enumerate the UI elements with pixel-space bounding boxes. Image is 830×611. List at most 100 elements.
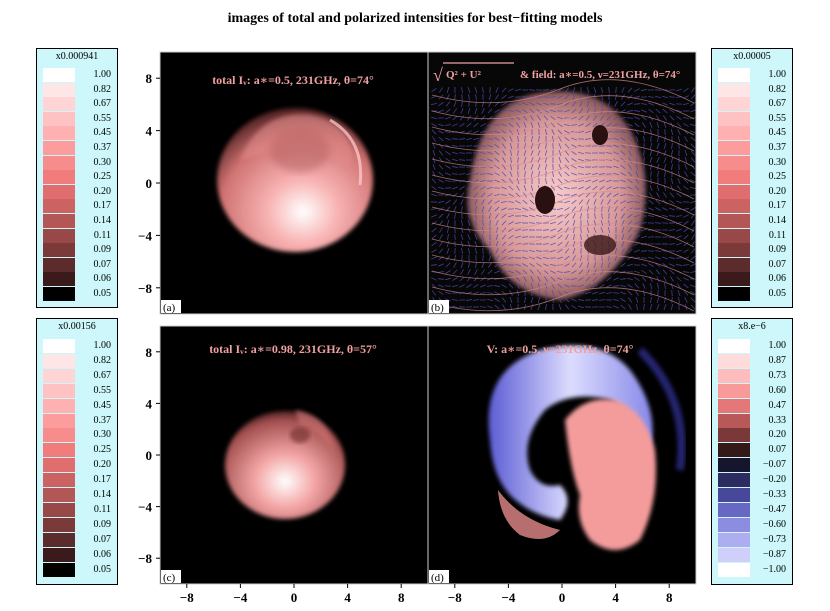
colorbar-row: −1.00 xyxy=(718,562,788,577)
colorbar-level-label: 0.20 xyxy=(768,185,787,197)
colorbar-swatch xyxy=(43,398,75,413)
panel-b-image xyxy=(430,79,696,312)
colorbar-top-left: x0.000941 1.00 0.82 0.67 0.55 0.45 0.37 0.30 0.… xyxy=(36,48,118,308)
colorbar-row: 0.05 xyxy=(43,562,113,577)
svg-text:(c): (c) xyxy=(163,572,176,584)
colorbar-swatch xyxy=(43,562,75,577)
colorbar-swatch xyxy=(718,141,750,155)
x-tick-label: 4 xyxy=(344,590,351,605)
colorbar-row: 0.67 xyxy=(43,97,113,112)
colorbar-swatch xyxy=(43,214,75,228)
colorbar-level-label: 0.07 xyxy=(768,258,787,270)
colorbar-swatch xyxy=(718,413,750,428)
colorbar-row: 1.00 xyxy=(43,339,113,353)
colorbar-row: −0.60 xyxy=(718,517,788,532)
colorbar-swatch xyxy=(718,547,750,562)
colorbar-level-label: 0.60 xyxy=(768,384,787,396)
panel-b-title-text: & field: a∗=0.5, ν=231GHz, θ=74° xyxy=(520,69,680,81)
colorbar-row: 0.30 xyxy=(43,428,113,443)
panel-c-image xyxy=(225,410,345,519)
colorbar-row: 0.09 xyxy=(43,517,113,532)
colorbar-swatch xyxy=(43,339,75,353)
colorbar-swatch xyxy=(718,473,750,488)
panel-b-tag: (b) xyxy=(429,300,449,314)
colorbar-scale-label: x0.000941 xyxy=(55,51,99,62)
colorbar-swatch xyxy=(43,413,75,428)
colorbar-row: 0.25 xyxy=(43,443,113,458)
colorbar-level-label: 0.09 xyxy=(93,518,112,530)
colorbar-row: 0.20 xyxy=(43,184,113,199)
y-tick-label: 8 xyxy=(146,71,153,86)
panel-d-title: V: a∗=0.5, ν=231GHz, θ=74° xyxy=(487,342,634,356)
colorbar-level-label: 0.30 xyxy=(93,429,112,441)
colorbar-swatch xyxy=(43,353,75,368)
y-tick-label: −4 xyxy=(138,500,152,515)
colorbar-row: 0.25 xyxy=(43,170,113,185)
y-tick-label: 4 xyxy=(146,124,153,139)
panel-b-title-quantity: Q² + U² xyxy=(446,69,482,81)
colorbar-swatch xyxy=(43,458,75,473)
colorbar-level-label: 0.14 xyxy=(768,215,787,226)
colorbar-swatch xyxy=(43,228,75,243)
colorbar-row: 0.55 xyxy=(43,111,113,126)
x-tick-label: −8 xyxy=(448,590,462,605)
colorbar-swatch xyxy=(43,141,75,155)
panel-a-tag: (a) xyxy=(161,300,181,314)
colorbar-swatch xyxy=(718,368,750,383)
colorbar-row: 0.17 xyxy=(718,199,788,214)
colorbar-level-label: 0.11 xyxy=(93,229,111,241)
colorbar-row: 0.05 xyxy=(43,287,113,301)
colorbar-row: 0.25 xyxy=(718,170,788,185)
colorbar-level-label: 0.37 xyxy=(93,414,112,426)
colorbar-row: −0.20 xyxy=(718,473,788,488)
colorbar-level-label: 0.20 xyxy=(768,429,787,441)
colorbar-level-label: 0.25 xyxy=(768,171,787,183)
colorbar-row: 1.00 xyxy=(718,68,788,82)
colorbar-level-label: 0.07 xyxy=(768,444,787,456)
colorbar-level-label: 0.05 xyxy=(93,563,112,575)
x-tick-label: 0 xyxy=(559,590,566,605)
colorbar-level-label: 0.11 xyxy=(93,503,111,515)
colorbar-swatch xyxy=(43,243,75,258)
y-tick-label: −8 xyxy=(138,281,152,296)
colorbar-swatch xyxy=(43,428,75,443)
colorbar-level-label: 0.14 xyxy=(93,215,112,226)
colorbar-level-label: 0.82 xyxy=(768,83,787,95)
colorbar-level-label: 0.37 xyxy=(93,142,112,153)
colorbar-row: 0.07 xyxy=(718,257,788,272)
colorbar-swatch xyxy=(718,458,750,473)
colorbar-swatch xyxy=(718,126,750,141)
colorbar-swatch xyxy=(43,517,75,532)
svg-text:(b): (b) xyxy=(431,302,444,314)
colorbar-row: 0.45 xyxy=(43,126,113,141)
colorbar-level-label: −0.20 xyxy=(762,474,786,486)
colorbar-bottom-left: x0.00156 1.00 0.82 0.67 0.55 0.45 0.37 0.30 0.2… xyxy=(36,318,118,585)
colorbar-swatch xyxy=(43,97,75,112)
colorbar-scale-label: x0.00156 xyxy=(58,321,96,332)
colorbar-level-label: 0.20 xyxy=(93,459,112,471)
colorbar-swatch xyxy=(43,199,75,214)
colorbar-row: 0.37 xyxy=(718,141,788,155)
colorbar-level-label: −0.33 xyxy=(762,489,786,500)
colorbar-swatch xyxy=(43,502,75,517)
x-tick-label: 8 xyxy=(398,590,405,605)
colorbar-row: 0.67 xyxy=(718,97,788,112)
colorbar-level-label: 0.17 xyxy=(93,200,112,212)
colorbar-row: 0.06 xyxy=(718,272,788,287)
colorbar-level-label: 0.07 xyxy=(93,533,112,545)
x-tick-label: 0 xyxy=(291,590,298,605)
colorbar-level-label: 0.87 xyxy=(768,354,787,366)
colorbar-row: 0.30 xyxy=(718,155,788,170)
y-tick-label: −4 xyxy=(138,228,152,243)
colorbar-row: 0.82 xyxy=(43,353,113,368)
colorbar-level-label: −0.60 xyxy=(762,518,786,530)
panel-b-title: √ Q² + U² & field: a∗=0.5, ν=231GHz, θ=7… xyxy=(433,62,680,85)
colorbar-row: 0.37 xyxy=(43,141,113,155)
colorbar-level-label: 0.17 xyxy=(93,474,112,486)
colorbar-swatch xyxy=(43,368,75,383)
x-tick-label: 4 xyxy=(612,590,619,605)
colorbar-swatch xyxy=(718,170,750,185)
colorbar-level-label: 0.09 xyxy=(768,244,787,256)
colorbar-swatch xyxy=(718,287,750,301)
colorbar-level-label: 0.55 xyxy=(93,112,112,124)
